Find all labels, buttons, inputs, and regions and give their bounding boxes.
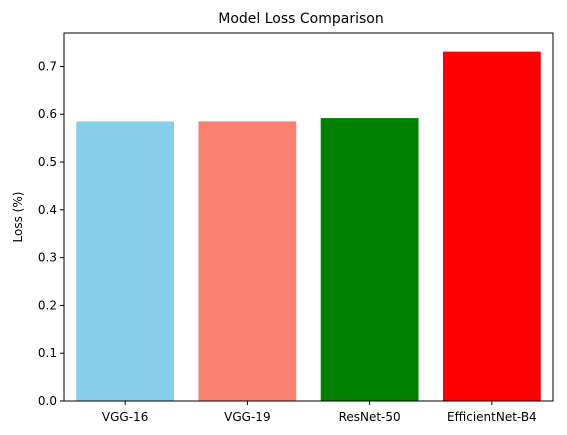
bar-efficientnet-b4 xyxy=(442,51,541,401)
y-axis-ticks: 0.0 0.1 0.2 0.3 0.4 0.5 0.6 0.7 xyxy=(38,59,64,408)
bar-resnet-50 xyxy=(320,118,419,401)
x-tick-label: EfficientNet-B4 xyxy=(447,410,537,424)
plot-frame xyxy=(63,32,554,402)
chart-title: Model Loss Comparison xyxy=(218,11,383,27)
y-tick-label: 0.3 xyxy=(38,251,57,265)
y-tick-label: 0.0 xyxy=(38,394,57,408)
bar-vgg-16 xyxy=(76,121,175,401)
y-tick-label: 0.6 xyxy=(38,107,57,121)
y-axis-label: Loss (%) xyxy=(11,192,25,243)
y-tick-label: 0.4 xyxy=(38,203,57,217)
y-tick-label: 0.7 xyxy=(38,59,57,73)
y-tick-label: 0.1 xyxy=(38,346,57,360)
x-tick-label: ResNet-50 xyxy=(339,410,401,424)
x-tick-label: VGG-19 xyxy=(224,410,270,424)
bar-vgg-19 xyxy=(198,121,297,401)
x-tick-label: VGG-16 xyxy=(102,410,148,424)
y-tick-label: 0.5 xyxy=(38,155,57,169)
bars-group xyxy=(76,51,541,401)
y-tick-label: 0.2 xyxy=(38,298,57,312)
x-axis-ticks: VGG-16 VGG-19 ResNet-50 EfficientNet-B4 xyxy=(102,401,537,424)
